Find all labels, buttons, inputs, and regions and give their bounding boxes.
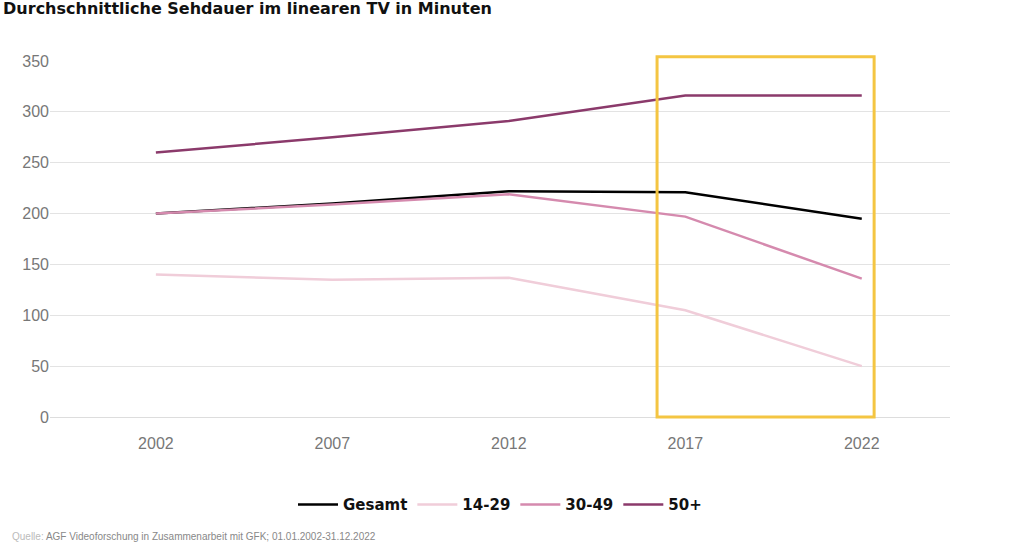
svg-text:2002: 2002 [138, 435, 174, 452]
svg-text:Gesamt: Gesamt [343, 496, 407, 514]
svg-text:2012: 2012 [491, 435, 527, 452]
svg-text:50+: 50+ [668, 496, 701, 514]
svg-text:2007: 2007 [315, 435, 351, 452]
svg-text:Quelle: AGF Videoforschung in: Quelle: AGF Videoforschung in Zusammenar… [12, 531, 376, 542]
svg-text:300: 300 [22, 103, 49, 120]
svg-text:Durchschnittliche Sehdauer im: Durchschnittliche Sehdauer im linearen T… [3, 0, 492, 18]
svg-text:0: 0 [40, 409, 49, 426]
svg-text:14-29: 14-29 [462, 496, 510, 514]
svg-text:200: 200 [22, 205, 49, 222]
svg-text:250: 250 [22, 154, 49, 171]
svg-text:150: 150 [22, 256, 49, 273]
svg-text:100: 100 [22, 307, 49, 324]
svg-text:350: 350 [22, 53, 49, 70]
svg-text:2017: 2017 [667, 435, 703, 452]
svg-text:30-49: 30-49 [565, 496, 613, 514]
svg-text:50: 50 [31, 358, 49, 375]
svg-text:2022: 2022 [844, 435, 880, 452]
